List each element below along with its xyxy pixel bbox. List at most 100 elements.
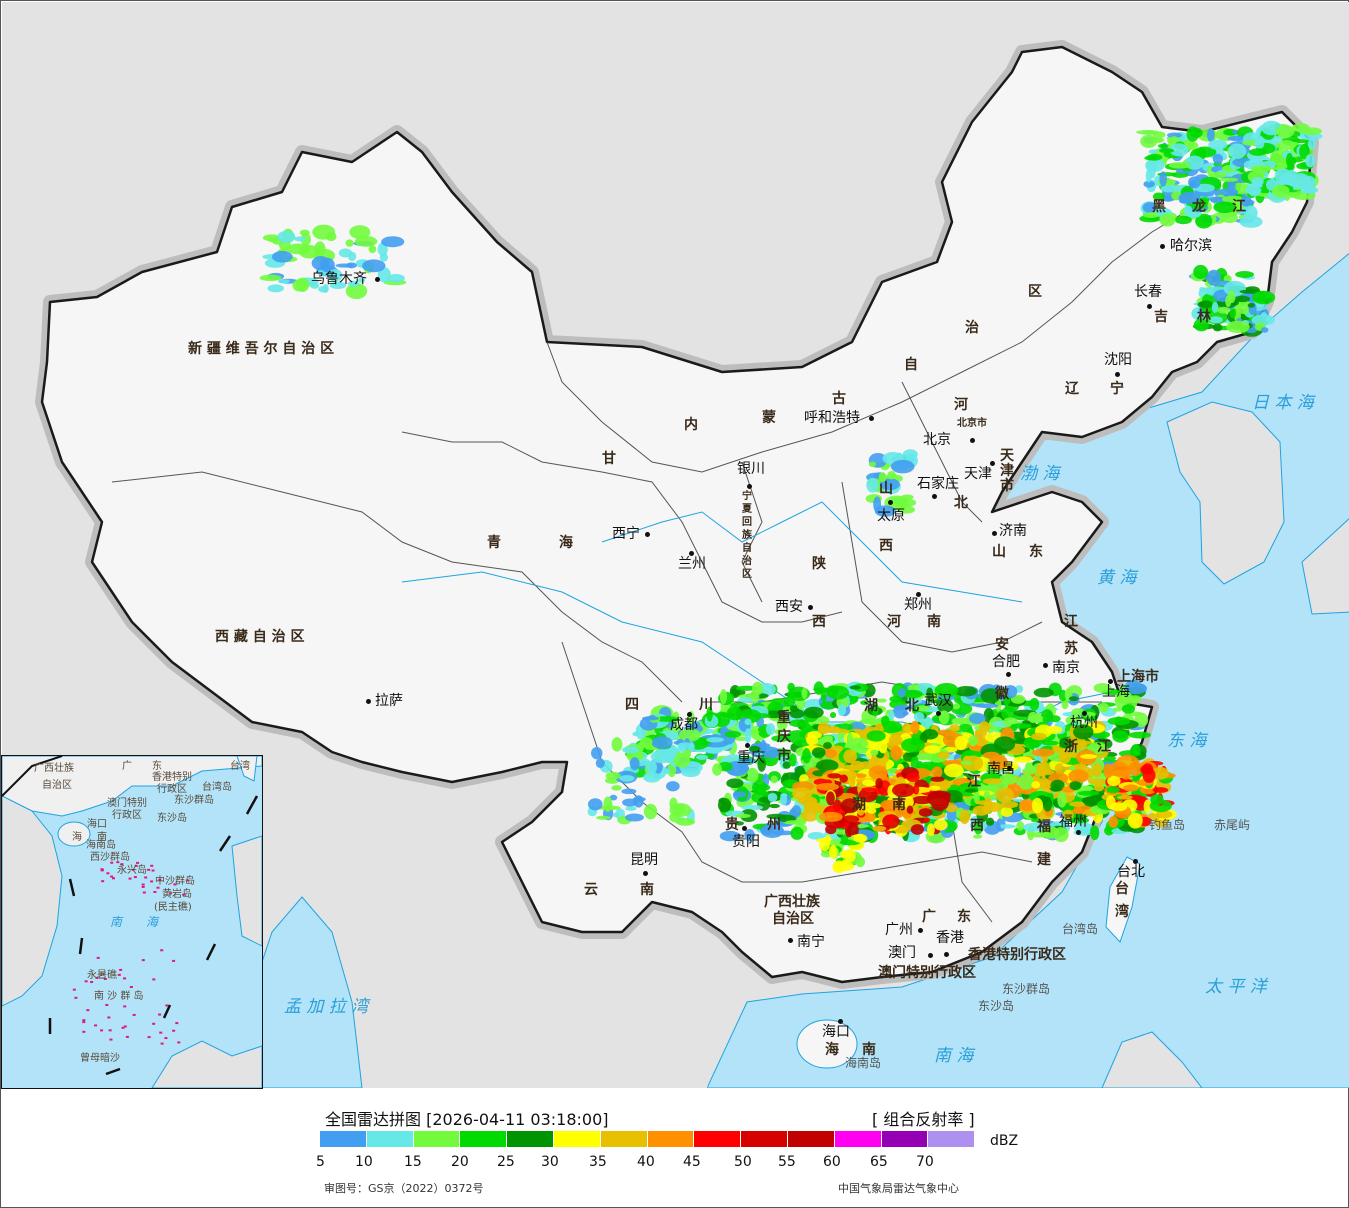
radar-echo bbox=[943, 763, 964, 778]
city-label: 沈阳 bbox=[1104, 352, 1132, 368]
radar-echo bbox=[322, 283, 329, 293]
island-marker bbox=[95, 976, 99, 979]
island-label: 东沙岛 bbox=[978, 999, 1015, 1013]
radar-echo bbox=[823, 742, 832, 750]
radar-echo bbox=[1305, 154, 1316, 168]
radar-echo bbox=[766, 813, 787, 820]
radar-echo bbox=[719, 830, 741, 842]
city-label: 呼和浩特 bbox=[804, 410, 860, 426]
island-marker bbox=[132, 1013, 136, 1016]
radar-echo bbox=[815, 782, 840, 791]
radar-echo bbox=[1071, 808, 1086, 814]
color-swatch bbox=[320, 1131, 366, 1147]
radar-echo bbox=[587, 798, 603, 811]
radar-echo bbox=[872, 825, 887, 832]
radar-echo bbox=[902, 795, 914, 809]
radar-echo bbox=[1142, 212, 1159, 219]
radar-echo bbox=[843, 749, 857, 764]
city-marker-icon bbox=[745, 743, 750, 748]
korea-land bbox=[1166, 401, 1285, 585]
radar-echo bbox=[1019, 799, 1036, 811]
province-label: 古 bbox=[832, 391, 846, 407]
radar-echo bbox=[622, 798, 638, 807]
island-marker bbox=[134, 864, 138, 867]
radar-map[interactable]: 新 疆 维 吾 尔 自 治 区西 藏 自 治 区青海甘内蒙古自治区黑龙江吉林辽宁… bbox=[2, 2, 1349, 1088]
province-label: 北 bbox=[954, 495, 968, 511]
radar-echo bbox=[1219, 177, 1239, 182]
province-label: 津 bbox=[1000, 463, 1014, 479]
radar-echo bbox=[760, 739, 767, 754]
province-label: 北 bbox=[905, 698, 919, 714]
radar-echo bbox=[1179, 191, 1201, 204]
radar-echo bbox=[621, 788, 637, 795]
island-marker bbox=[173, 883, 177, 886]
radar-echo bbox=[996, 824, 1017, 829]
radar-echo bbox=[1190, 127, 1203, 139]
radar-echo bbox=[788, 753, 797, 767]
city-marker-icon bbox=[1007, 766, 1012, 771]
radar-echo bbox=[673, 803, 686, 815]
radar-echo bbox=[1271, 184, 1290, 198]
province-label: 湖 bbox=[864, 698, 878, 714]
radar-echo bbox=[840, 798, 860, 814]
island-marker bbox=[117, 973, 121, 976]
radar-echo bbox=[1227, 143, 1247, 159]
radar-echo bbox=[824, 748, 838, 759]
radar-echo bbox=[1093, 784, 1105, 792]
radar-echo bbox=[1058, 748, 1072, 764]
radar-echo bbox=[1307, 137, 1316, 150]
radar-echo bbox=[625, 806, 637, 811]
island-marker bbox=[119, 968, 123, 971]
city-marker-icon bbox=[918, 928, 923, 933]
radar-echo bbox=[1117, 795, 1133, 800]
nine-dash-line bbox=[218, 835, 232, 852]
island-marker bbox=[100, 868, 104, 871]
city-label: 天津 bbox=[964, 466, 992, 482]
radar-echo bbox=[1140, 765, 1152, 775]
radar-echo bbox=[1260, 312, 1267, 318]
radar-echo bbox=[1077, 790, 1100, 796]
radar-echo bbox=[1160, 184, 1179, 193]
radar-echo bbox=[858, 788, 878, 803]
radar-echo bbox=[1184, 155, 1204, 170]
radar-echo bbox=[1250, 165, 1272, 173]
radar-echo bbox=[1001, 706, 1016, 721]
radar-echo bbox=[298, 245, 320, 259]
radar-echo bbox=[1152, 137, 1163, 143]
radar-echo bbox=[1227, 290, 1236, 304]
sea-label: 渤 海 bbox=[1020, 464, 1060, 484]
radar-echo bbox=[913, 712, 925, 722]
radar-echo bbox=[816, 759, 839, 772]
city-marker-icon bbox=[944, 952, 949, 957]
radar-echo bbox=[1059, 738, 1074, 749]
radar-echo bbox=[1159, 171, 1167, 187]
province-label: 甘 bbox=[602, 451, 616, 467]
radar-echo bbox=[1140, 134, 1158, 148]
province-label: 林 bbox=[1197, 309, 1211, 325]
island-marker bbox=[129, 986, 133, 989]
radar-echo bbox=[1127, 812, 1143, 829]
island-label: 赤尾屿 bbox=[1214, 818, 1251, 832]
province-label: 内 bbox=[684, 417, 698, 433]
city-label: 重庆 bbox=[737, 750, 765, 766]
radar-echo bbox=[1251, 314, 1275, 326]
radar-echo bbox=[1073, 724, 1094, 740]
island-marker bbox=[147, 1036, 151, 1039]
island-marker bbox=[128, 877, 132, 880]
radar-echo bbox=[625, 813, 644, 822]
radar-echo bbox=[938, 710, 950, 725]
radar-echo bbox=[975, 703, 999, 709]
inset-label: 中沙群岛 bbox=[155, 876, 195, 887]
radar-echo bbox=[724, 730, 742, 738]
province-label: 浙 bbox=[1064, 739, 1078, 755]
island-marker bbox=[142, 891, 146, 894]
island-marker bbox=[86, 1009, 90, 1012]
island-marker bbox=[107, 1016, 111, 1019]
radar-echo bbox=[982, 803, 993, 814]
radar-echo bbox=[890, 459, 915, 474]
radar-echo bbox=[982, 778, 1003, 785]
radar-echo bbox=[934, 682, 959, 698]
scale-tick-label: 65 bbox=[870, 1154, 888, 1170]
province-boundary bbox=[841, 481, 1043, 653]
